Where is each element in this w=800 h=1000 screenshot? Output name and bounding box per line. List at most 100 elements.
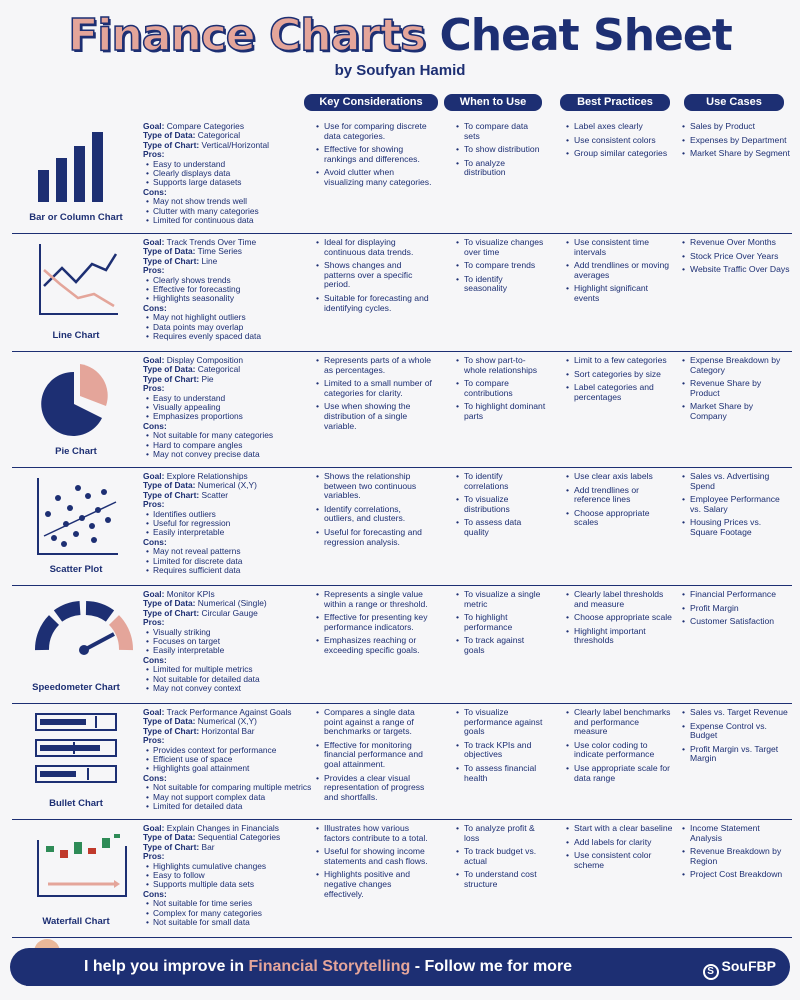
column-header-use-cases: Use Cases xyxy=(684,94,784,111)
cons-list: May not reveal patternsLimited for discr… xyxy=(143,546,313,576)
best-practice-item: Start with a clear baseline xyxy=(566,823,674,834)
chart-row-speedometer-chart: Speedometer Chart Goal: Monitor KPIs Typ… xyxy=(12,586,792,704)
pro-item: Effective for forecasting xyxy=(146,284,313,295)
when-to-use-cell: To visualize changes over time To compare… xyxy=(454,237,546,298)
best-practices-cell: Clearly label benchmarks and performance… xyxy=(564,707,674,787)
use-case-item: Housing Prices vs. Square Footage xyxy=(682,518,790,537)
best-practice-item: Clearly label benchmarks and performance… xyxy=(566,707,674,737)
con-item: Not suitable for time series xyxy=(146,898,313,909)
when-to-use-item: To compare contributions xyxy=(456,378,546,398)
pros-label: Pros: xyxy=(143,735,165,746)
key-consideration-item: Use when showing the distribution of a s… xyxy=(316,402,432,431)
goal-label: Goal: xyxy=(143,589,165,599)
chart-type-value: Horizontal Bar xyxy=(201,725,255,736)
use-case-item: Website Traffic Over Days xyxy=(682,265,790,275)
use-case-item: Customer Satisfaction xyxy=(682,617,790,627)
use-cases-cell: Income Statement Analysis Revenue Breakdo… xyxy=(680,823,790,884)
chart-type-label: Type of Chart: xyxy=(143,255,200,266)
when-to-use-item: To track KPIs and objectives xyxy=(456,740,546,760)
when-to-use-cell: To identify correlations To visualize dis… xyxy=(454,471,546,542)
chart-type-label: Type of Chart: xyxy=(143,725,200,736)
when-to-use-item: To highlight performance xyxy=(456,612,546,632)
chart-type-value: Bar xyxy=(201,841,215,852)
pro-item: Visually appealing xyxy=(146,402,313,413)
use-case-item: Expenses by Department xyxy=(682,135,790,146)
chart-row-line-chart: Line Chart Goal: Track Trends Over Time … xyxy=(12,234,792,352)
chart-icon-cell: Scatter Plot xyxy=(12,468,140,585)
data-type-label: Type of Data: xyxy=(143,716,196,727)
data-type-value: Time Series xyxy=(197,246,242,257)
use-case-item: Expense Breakdown by Category xyxy=(682,355,790,375)
pro-item: Clearly shows trends xyxy=(146,275,313,286)
title-part2: Cheat Sheet xyxy=(439,10,733,61)
when-to-use-item: To visualize a single metric xyxy=(456,589,546,609)
use-case-item: Sales vs. Target Revenue xyxy=(682,707,790,718)
when-to-use-item: To track budget vs. actual xyxy=(456,846,546,866)
header: Finance Charts Cheat Sheet by Soufyan Ha… xyxy=(0,0,800,92)
cons-list: Not suitable for comparing multiple metr… xyxy=(143,782,313,812)
con-item: Not suitable for comparing multiple metr… xyxy=(146,782,313,793)
pros-list: Visually strikingFocuses on targetEasily… xyxy=(143,627,313,657)
byline: by Soufyan Hamid xyxy=(334,62,466,79)
best-practice-item: Sort categories by size xyxy=(566,369,674,380)
pro-item: Provides context for performance xyxy=(146,745,313,756)
chart-description: Goal: Explain Changes in Financials Type… xyxy=(143,823,313,928)
data-type-value: Sequential Categories xyxy=(197,832,281,843)
pros-label: Pros: xyxy=(143,499,165,510)
cons-label: Cons: xyxy=(143,654,167,665)
chart-type-label: Type of Chart: xyxy=(143,373,200,384)
chart-type-value: Line xyxy=(201,255,218,266)
chart-icon-cell: Pie Chart xyxy=(12,352,140,467)
key-consideration-item: Useful for forecasting and regression an… xyxy=(316,527,432,547)
best-practices-cell: Use clear axis labels Add trendlines or r… xyxy=(564,471,674,532)
cons-label: Cons: xyxy=(143,186,167,197)
footer-text: I help you improve in Financial Storytel… xyxy=(84,948,572,986)
data-type-value: Numerical (X,Y) xyxy=(197,716,257,727)
logo-text: SouFBP xyxy=(721,958,776,974)
con-item: May not support complex data xyxy=(146,792,313,803)
key-consideration-item: Suitable for forecasting and identifying… xyxy=(316,293,432,313)
goal-label: Goal: xyxy=(143,237,165,247)
cons-list: May not show trends wellClutter with man… xyxy=(143,196,313,226)
pro-item: Easy to understand xyxy=(146,393,313,404)
data-type-value: Categorical xyxy=(197,364,241,375)
when-to-use-item: To analyze distribution xyxy=(456,158,546,178)
best-practice-item: Add trendlines or moving averages xyxy=(566,260,674,280)
key-consideration-item: Represents parts of a whole as percentag… xyxy=(316,355,432,375)
pro-item: Visually striking xyxy=(146,627,313,638)
use-cases-cell: Expense Breakdown by Category Revenue Sha… xyxy=(680,355,790,426)
best-practice-item: Use consistent time intervals xyxy=(566,237,674,257)
key-considerations-cell: Ideal for displaying continuous data tre… xyxy=(314,237,432,317)
pros-list: Easy to understandVisually appealingEmph… xyxy=(143,393,313,423)
pro-item: Highlights seasonality xyxy=(146,294,313,305)
best-practices-cell: Start with a clear baseline Add labels fo… xyxy=(564,823,674,874)
key-consideration-item: Ideal for displaying continuous data tre… xyxy=(316,237,432,257)
pro-item: Highlights goal attainment xyxy=(146,764,313,775)
pro-item: Emphasizes proportions xyxy=(146,412,313,423)
when-to-use-item: To visualize performance against goals xyxy=(456,707,546,737)
con-item: Not suitable for detailed data xyxy=(146,674,313,685)
when-to-use-cell: To analyze profit & loss To track budget … xyxy=(454,823,546,894)
pros-label: Pros: xyxy=(143,265,165,276)
cons-label: Cons: xyxy=(143,302,167,313)
con-item: May not convey precise data xyxy=(146,449,313,460)
column-headers: Key Considerations When to Use Best Prac… xyxy=(0,94,800,112)
key-considerations-cell: Shows the relationship between two conti… xyxy=(314,471,432,551)
goal-value: Display Composition xyxy=(166,355,244,365)
when-to-use-item: To compare trends xyxy=(456,261,546,271)
when-to-use-item: To compare data sets xyxy=(456,121,546,141)
use-case-item: Profit Margin vs. Target Margin xyxy=(682,744,790,764)
pro-item: Efficient use of space xyxy=(146,754,313,765)
chart-icon-cell: Waterfall Chart xyxy=(12,820,140,937)
key-consideration-item: Effective for presenting key performance… xyxy=(316,612,432,632)
when-to-use-item: To identify correlations xyxy=(456,471,546,491)
key-consideration-item: Useful for showing income statements and… xyxy=(316,846,432,866)
chart-icon-cell: Bar or Column Chart xyxy=(12,118,140,233)
pros-list: Highlights cumulative changesEasy to fol… xyxy=(143,861,313,891)
best-practices-cell: Use consistent time intervals Add trendli… xyxy=(564,237,674,308)
con-item: May not reveal patterns xyxy=(146,546,313,557)
goal-value: Explain Changes in Financials xyxy=(166,823,279,833)
pro-item: Useful for regression xyxy=(146,518,313,529)
best-practice-item: Use color coding to indicate performance xyxy=(566,740,674,760)
cons-label: Cons: xyxy=(143,420,167,431)
